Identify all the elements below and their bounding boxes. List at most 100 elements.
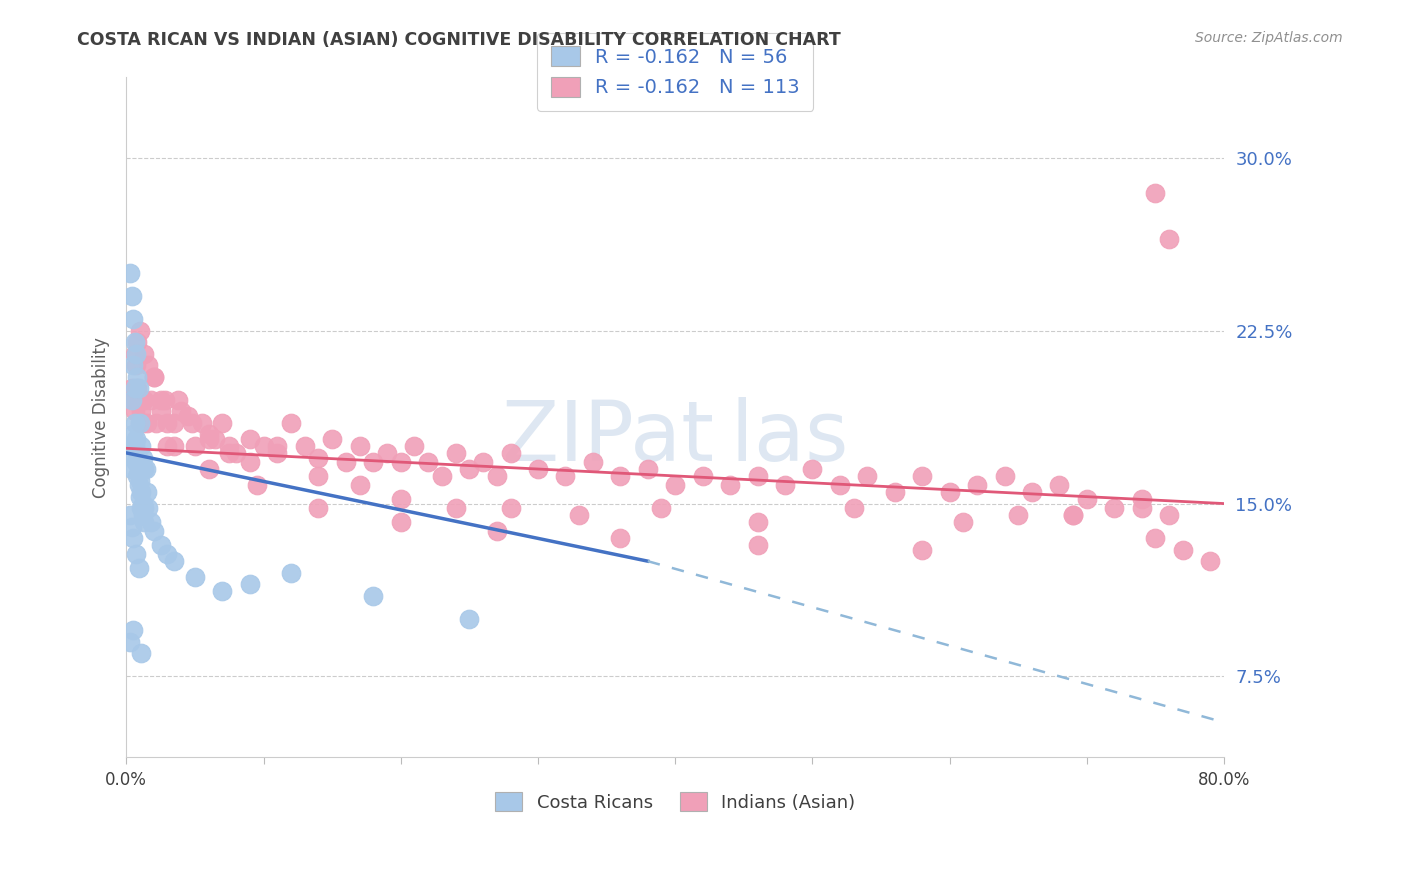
Point — [828, 478, 851, 492]
Point — [120, 634, 142, 648]
Point — [127, 469, 149, 483]
Point — [121, 519, 143, 533]
Point — [1159, 508, 1181, 522]
Point — [163, 439, 186, 453]
Point — [349, 439, 371, 453]
Point — [225, 446, 247, 460]
Point — [1076, 491, 1098, 506]
Point — [664, 478, 686, 492]
Point — [1062, 508, 1084, 522]
Point — [129, 416, 152, 430]
Point — [134, 462, 156, 476]
Point — [136, 359, 159, 373]
Point — [307, 450, 329, 465]
Point — [1159, 232, 1181, 246]
Point — [1021, 485, 1043, 500]
Point — [280, 566, 302, 580]
Point — [125, 432, 148, 446]
Point — [132, 508, 155, 522]
Point — [911, 469, 934, 483]
Point — [335, 455, 357, 469]
Point — [129, 490, 152, 504]
Point — [149, 538, 172, 552]
Point — [1144, 531, 1167, 545]
Point — [239, 577, 262, 591]
Point — [122, 450, 145, 465]
Point — [747, 515, 769, 529]
Point — [153, 392, 176, 407]
Point — [131, 485, 153, 500]
Point — [127, 450, 149, 465]
Point — [637, 462, 659, 476]
Point — [135, 485, 157, 500]
Point — [124, 439, 146, 453]
Point — [211, 584, 233, 599]
Point — [134, 462, 156, 476]
Point — [554, 469, 576, 483]
Point — [294, 439, 316, 453]
Point — [856, 469, 879, 483]
Point — [124, 347, 146, 361]
Point — [1130, 491, 1153, 506]
Point — [404, 439, 426, 453]
Point — [127, 381, 149, 395]
Point — [1104, 501, 1126, 516]
Point — [134, 515, 156, 529]
Point — [204, 432, 226, 446]
Point — [375, 446, 398, 460]
Point — [132, 450, 155, 465]
Point — [266, 446, 288, 460]
Point — [125, 359, 148, 373]
Point — [389, 491, 412, 506]
Point — [134, 501, 156, 516]
Point — [568, 508, 591, 522]
Point — [197, 462, 219, 476]
Point — [993, 469, 1015, 483]
Point — [307, 501, 329, 516]
Point — [363, 589, 385, 603]
Point — [142, 370, 165, 384]
Point — [122, 531, 145, 545]
Point — [142, 524, 165, 539]
Point — [527, 462, 550, 476]
Point — [132, 416, 155, 430]
Point — [156, 547, 179, 561]
Point — [128, 392, 150, 407]
Point — [121, 462, 143, 476]
Point — [773, 478, 796, 492]
Point — [129, 474, 152, 488]
Point — [128, 381, 150, 395]
Point — [444, 501, 467, 516]
Point — [131, 501, 153, 516]
Legend: Costa Ricans, Indians (Asian): Costa Ricans, Indians (Asian) — [484, 781, 866, 822]
Point — [129, 324, 152, 338]
Point — [125, 455, 148, 469]
Point — [609, 531, 631, 545]
Point — [321, 432, 343, 446]
Point — [472, 455, 495, 469]
Point — [122, 312, 145, 326]
Point — [184, 570, 207, 584]
Point — [181, 416, 204, 430]
Point — [122, 427, 145, 442]
Point — [609, 469, 631, 483]
Point — [430, 469, 453, 483]
Point — [136, 501, 159, 516]
Point — [124, 335, 146, 350]
Point — [650, 501, 672, 516]
Text: COSTA RICAN VS INDIAN (ASIAN) COGNITIVE DISABILITY CORRELATION CHART: COSTA RICAN VS INDIAN (ASIAN) COGNITIVE … — [77, 31, 841, 49]
Point — [121, 439, 143, 453]
Point — [1007, 508, 1029, 522]
Point — [124, 404, 146, 418]
Point — [444, 446, 467, 460]
Point — [692, 469, 714, 483]
Point — [218, 439, 240, 453]
Point — [911, 542, 934, 557]
Point — [135, 416, 157, 430]
Point — [125, 547, 148, 561]
Point — [156, 416, 179, 430]
Point — [128, 462, 150, 476]
Point — [499, 446, 522, 460]
Text: ZIPat las: ZIPat las — [502, 397, 848, 478]
Point — [131, 404, 153, 418]
